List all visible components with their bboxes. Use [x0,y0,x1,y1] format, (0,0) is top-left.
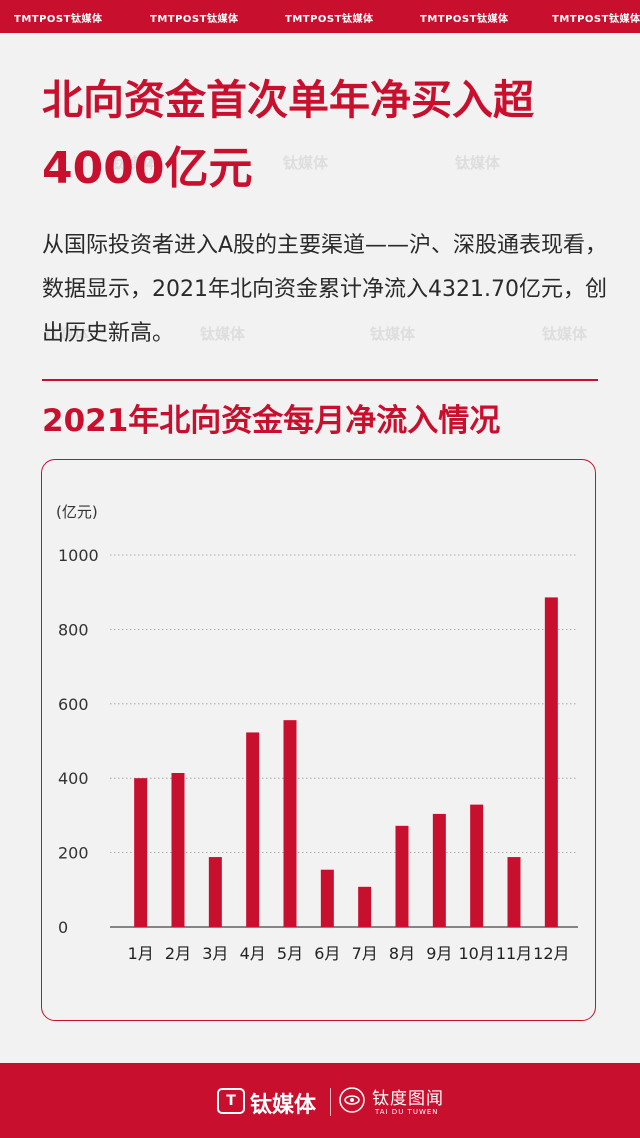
bar-1 [134,778,148,927]
chart-card: (亿元) 0 200 400 600 800 1000 1月 2月 3月 4月 5月 6月 7月 8月 9月 1… [41,459,596,1021]
y-tick-label: 400 [58,769,89,788]
bar-10 [470,804,484,927]
y-tick-label: 0 [58,918,68,937]
intro-paragraph: 从国际投资者进入A股的主要渠道——沪、深股通表现看，数据显示，2021年北向资金… [42,233,608,346]
brand-strip-text: TMTPOST钛媒体 [285,14,374,25]
chart-title: 2021年北向资金每月净流入情况 [42,403,501,439]
bar-9 [432,813,446,927]
y-axis-label: (亿元) [56,503,98,521]
section-divider [42,379,598,381]
bar-chart: (亿元) 0 200 400 600 800 1000 1月 2月 3月 4月 5月 6月 7月 8月 9月 1… [56,503,578,963]
x-tick-label: 8月 [389,944,415,963]
bar-11 [507,857,521,927]
footer-sub-logo-text: 钛度图闻 [372,1089,444,1109]
x-tick-label: 11月 [496,944,532,963]
x-tick-label: 7月 [352,944,378,963]
x-tick-label: 3月 [202,944,228,963]
headline-line-2: 4000亿元 [42,143,253,194]
x-tick-label: 9月 [426,944,452,963]
bar-2 [171,772,185,927]
footer-logo-text: 钛媒体 [250,1093,317,1118]
bar-8 [395,825,409,927]
tmtpost-logo-icon: T [217,1088,245,1114]
y-tick-label: 1000 [58,546,99,565]
bar-12 [544,597,558,927]
bar-5 [283,720,297,927]
x-tick-label: 4月 [240,944,266,963]
bar-7 [358,886,372,927]
bar-3 [208,857,222,927]
brand-strip-text: TMTPOST钛媒体 [420,14,509,25]
y-tick-label: 600 [58,695,89,714]
eye-icon [339,1087,365,1113]
y-tick-label: 800 [58,620,89,639]
x-tick-label: 12月 [533,944,569,963]
x-tick-label: 2月 [165,944,191,963]
footer-sub-logo-en: TAI DU TUWEN [375,1108,439,1116]
bar-6 [320,869,334,927]
brand-strip-text: TMTPOST钛媒体 [150,14,239,25]
x-tick-label: 1月 [128,944,154,963]
footer-separator [330,1088,331,1116]
x-tick-label: 6月 [314,944,340,963]
brand-strip-text: TMTPOST钛媒体 [552,14,640,25]
bar-4 [246,732,260,927]
brand-strip-text: TMTPOST钛媒体 [14,14,103,25]
x-tick-label: 5月 [277,944,303,963]
x-tick-label: 10月 [458,944,494,963]
top-brand-bar: TMTPOST钛媒体 TMTPOST钛媒体 TMTPOST钛媒体 TMTPOST… [0,0,640,33]
footer-brand-bar: T 钛媒体 钛度图闻 TAI DU TUWEN [0,1063,640,1138]
headline-line-1: 北向资金首次单年净买入超 [42,76,534,124]
y-tick-label: 200 [58,844,89,863]
